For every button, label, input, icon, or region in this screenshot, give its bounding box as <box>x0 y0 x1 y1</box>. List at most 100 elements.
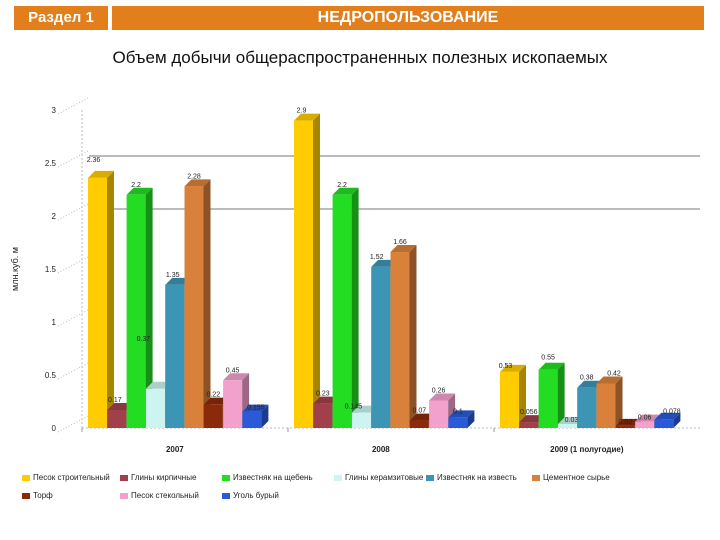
legend-swatch <box>222 492 230 499</box>
bar-top <box>294 113 320 121</box>
bar-top <box>390 245 417 253</box>
bar <box>519 422 539 428</box>
legend-label: Известняк на известь <box>437 473 517 482</box>
bar-side <box>313 113 320 428</box>
legend-item: Песок строительный <box>22 473 110 482</box>
bar <box>165 284 185 428</box>
legend-item: Глины керамзитовые <box>334 473 423 482</box>
y-tick-label: 2 <box>52 212 57 221</box>
data-label: 0.42 <box>607 370 621 377</box>
data-label: 0.06 <box>638 415 652 422</box>
bar-side <box>351 187 359 428</box>
data-label: 0.1 <box>453 408 463 415</box>
bar-side <box>557 362 565 428</box>
bar-top <box>429 393 456 401</box>
legend-swatch <box>120 492 128 499</box>
bar-side <box>673 412 681 428</box>
section-badge: Раздел 1 <box>14 6 108 30</box>
category-label: 2009 (1 полугодие) <box>550 445 624 454</box>
axis-tick <box>57 97 89 115</box>
bar-side <box>261 404 269 428</box>
bar <box>145 388 165 428</box>
legend-item: Цементное сырье <box>532 473 610 482</box>
category-label: 2007 <box>166 445 184 454</box>
bar <box>557 423 577 428</box>
legend-item: Уголь бурый <box>222 491 279 500</box>
data-label: 1.35 <box>166 272 180 279</box>
legend-label: Глины кирпичные <box>131 473 197 482</box>
bar <box>223 380 243 428</box>
bar-top <box>596 376 623 384</box>
bar-top <box>448 410 475 418</box>
bar <box>203 404 223 428</box>
data-label: 0.155 <box>247 405 265 412</box>
bar <box>332 194 352 428</box>
legend-label: Песок стекольный <box>131 491 199 500</box>
data-label: 0.145 <box>345 404 363 411</box>
legend-swatch <box>334 474 342 481</box>
data-label: 2.36 <box>87 157 101 164</box>
bar <box>294 120 313 428</box>
y-tick-label: 1.5 <box>45 265 57 274</box>
bar-side <box>467 410 475 428</box>
bar-side <box>107 170 114 428</box>
data-label: 0.26 <box>432 387 446 394</box>
bar <box>371 266 391 428</box>
bar-side <box>409 245 417 428</box>
data-label: 0.37 <box>137 336 151 343</box>
bar-side <box>145 187 153 428</box>
y-tick-label: 1 <box>52 318 57 327</box>
data-label: 0.45 <box>226 367 240 374</box>
bar <box>409 420 429 428</box>
bar <box>448 417 468 428</box>
axis-tick <box>57 415 89 433</box>
y-tick-label: 0 <box>52 424 57 433</box>
chart-title: Объем добычи общераспространенных полезн… <box>112 48 608 67</box>
data-label: 1.52 <box>370 254 384 261</box>
bar-top <box>88 170 114 178</box>
data-label: 0.38 <box>580 375 594 382</box>
y-tick-label: 2.5 <box>45 159 57 168</box>
bar-top <box>223 373 250 381</box>
bar <box>635 421 655 428</box>
legend-swatch <box>22 492 30 499</box>
data-label: 0.53 <box>499 363 513 370</box>
bar <box>242 411 262 428</box>
legend-item: Глины кирпичные <box>120 473 196 482</box>
legend-item: Торф <box>22 491 53 500</box>
bar-top <box>500 364 526 372</box>
data-label: 0.078 <box>663 409 681 416</box>
bar-top <box>332 187 359 195</box>
y-tick-label: 0.5 <box>45 371 57 380</box>
bar <box>184 186 204 428</box>
data-label: 0.02 <box>618 419 632 426</box>
legend-label: Глины керамзитовые <box>345 473 424 482</box>
legend-swatch <box>222 474 230 481</box>
data-label: 0.17 <box>108 397 122 404</box>
y-tick-label: 3 <box>52 106 57 115</box>
axis-tick <box>57 256 89 274</box>
data-label: 0.038 <box>565 417 583 424</box>
axis-tick <box>57 362 89 380</box>
legend-label: Уголь бурый <box>233 491 279 500</box>
section-title: НЕДРОПОЛЬЗОВАНИЕ <box>112 6 704 30</box>
legend-label: Цементное сырье <box>543 473 610 482</box>
header: Раздел 1 НЕДРОПОЛЬЗОВАНИЕ <box>0 0 720 32</box>
bar-top <box>538 362 565 370</box>
bar <box>429 400 449 428</box>
bar-top <box>126 187 153 195</box>
data-label: 0.056 <box>520 409 538 416</box>
data-label: 2.9 <box>297 108 307 115</box>
legend-item: Известняк на щебень <box>222 473 313 482</box>
y-axis-label: млн.куб. м <box>10 247 20 291</box>
data-label: 1.66 <box>393 239 407 246</box>
legend-label: Торф <box>33 491 53 500</box>
data-label: 2.2 <box>337 182 347 189</box>
bar <box>596 383 616 428</box>
bar-side <box>615 376 623 428</box>
legend-swatch <box>426 474 434 481</box>
bar-top <box>654 412 681 420</box>
data-label: 0.07 <box>412 408 426 415</box>
legend-item: Песок стекольный <box>120 491 199 500</box>
bar <box>126 194 146 428</box>
